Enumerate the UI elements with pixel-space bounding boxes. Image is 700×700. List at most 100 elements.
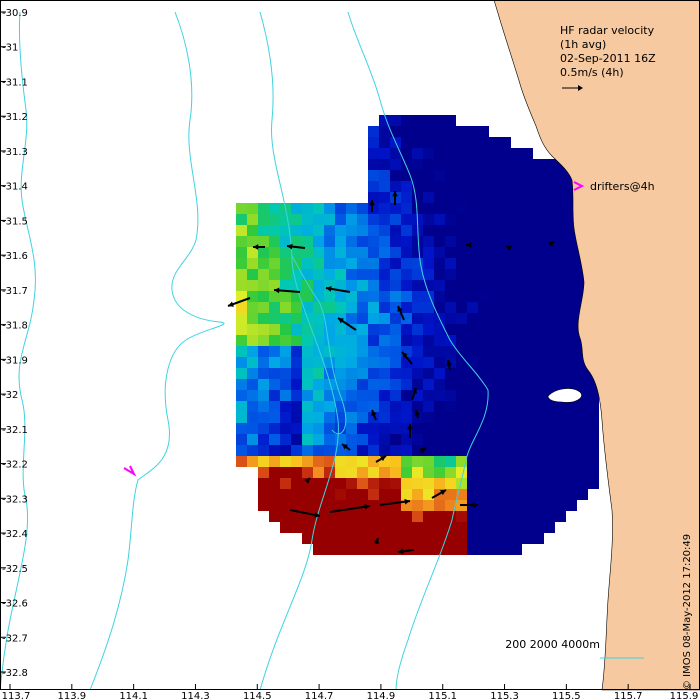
- velocity-cell: [555, 192, 566, 203]
- velocity-cell: [445, 181, 456, 192]
- velocity-cell: [434, 346, 445, 357]
- velocity-cell: [566, 456, 577, 467]
- velocity-cell: [522, 489, 533, 500]
- velocity-cell: [434, 291, 445, 302]
- velocity-cell: [412, 159, 423, 170]
- velocity-cell: [357, 379, 368, 390]
- velocity-cell: [533, 324, 544, 335]
- velocity-cell: [445, 379, 456, 390]
- velocity-cell: [522, 258, 533, 269]
- velocity-cell: [467, 533, 478, 544]
- velocity-cell: [258, 280, 269, 291]
- velocity-cell: [456, 544, 467, 555]
- velocity-cell: [390, 423, 401, 434]
- velocity-cell: [588, 379, 599, 390]
- velocity-cell: [291, 313, 302, 324]
- velocity-cell: [269, 456, 280, 467]
- velocity-cell: [500, 500, 511, 511]
- velocity-cell: [335, 214, 346, 225]
- velocity-cell: [467, 434, 478, 445]
- velocity-cell: [324, 247, 335, 258]
- velocity-cell: [434, 533, 445, 544]
- velocity-cell: [500, 412, 511, 423]
- velocity-cell: [236, 269, 247, 280]
- velocity-cell: [357, 225, 368, 236]
- velocity-cell: [401, 302, 412, 313]
- velocity-cell: [412, 423, 423, 434]
- velocity-cell: [434, 500, 445, 511]
- velocity-cell: [401, 390, 412, 401]
- velocity-cell: [280, 401, 291, 412]
- velocity-cell: [269, 368, 280, 379]
- velocity-cell: [555, 368, 566, 379]
- velocity-cell: [280, 324, 291, 335]
- velocity-cell: [379, 203, 390, 214]
- contour-line-inner: [291, 255, 347, 435]
- drifter-track-marker: [123, 465, 137, 477]
- velocity-cell: [291, 522, 302, 533]
- velocity-cell: [423, 181, 434, 192]
- velocity-cell: [269, 511, 280, 522]
- velocity-cell: [566, 412, 577, 423]
- velocity-cell: [467, 313, 478, 324]
- velocity-arrow-head: [548, 241, 554, 247]
- y-tick-label: -32: [2, 390, 18, 401]
- velocity-cell: [489, 258, 500, 269]
- velocity-cell: [401, 533, 412, 544]
- velocity-cell: [511, 401, 522, 412]
- scale-arrow-head: [578, 85, 583, 91]
- velocity-cell: [247, 313, 258, 324]
- velocity-cell: [291, 456, 302, 467]
- velocity-cell: [566, 335, 577, 346]
- velocity-cell: [412, 302, 423, 313]
- velocity-cell: [423, 324, 434, 335]
- velocity-cell: [236, 401, 247, 412]
- x-tick-label: 114.1: [119, 691, 148, 700]
- velocity-cell: [368, 401, 379, 412]
- x-tick-label: 113.7: [2, 691, 31, 700]
- velocity-cell: [423, 467, 434, 478]
- velocity-cell: [258, 225, 269, 236]
- velocity-cell: [445, 115, 456, 126]
- velocity-cell: [423, 258, 434, 269]
- velocity-cell: [522, 335, 533, 346]
- velocity-cell: [236, 335, 247, 346]
- velocity-cell: [412, 467, 423, 478]
- velocity-cell: [346, 302, 357, 313]
- velocity-arrow-head: [314, 512, 320, 518]
- velocity-cell: [434, 335, 445, 346]
- velocity-cell: [456, 159, 467, 170]
- velocity-cell: [566, 357, 577, 368]
- velocity-cell: [379, 511, 390, 522]
- velocity-cell: [511, 533, 522, 544]
- velocity-cell: [346, 511, 357, 522]
- velocity-cell: [269, 269, 280, 280]
- velocity-cell: [291, 357, 302, 368]
- velocity-cell: [313, 258, 324, 269]
- velocity-cell: [302, 522, 313, 533]
- velocity-cell: [324, 291, 335, 302]
- velocity-cell: [434, 236, 445, 247]
- velocity-cell: [522, 247, 533, 258]
- velocity-cell: [412, 346, 423, 357]
- velocity-cell: [291, 434, 302, 445]
- velocity-cell: [478, 324, 489, 335]
- velocity-cell: [390, 500, 401, 511]
- velocity-cell: [577, 412, 588, 423]
- velocity-cell: [379, 170, 390, 181]
- velocity-cell: [434, 192, 445, 203]
- velocity-cell: [280, 368, 291, 379]
- velocity-cell: [566, 467, 577, 478]
- velocity-cell: [445, 401, 456, 412]
- velocity-cell: [544, 192, 555, 203]
- velocity-cell: [247, 214, 258, 225]
- velocity-cell: [302, 456, 313, 467]
- velocity-cell: [401, 357, 412, 368]
- velocity-cell: [500, 401, 511, 412]
- y-tick-label: -31.3: [2, 147, 28, 158]
- velocity-cell: [280, 489, 291, 500]
- velocity-cell: [236, 280, 247, 291]
- velocity-cell: [236, 379, 247, 390]
- velocity-cell: [269, 500, 280, 511]
- velocity-cell: [346, 203, 357, 214]
